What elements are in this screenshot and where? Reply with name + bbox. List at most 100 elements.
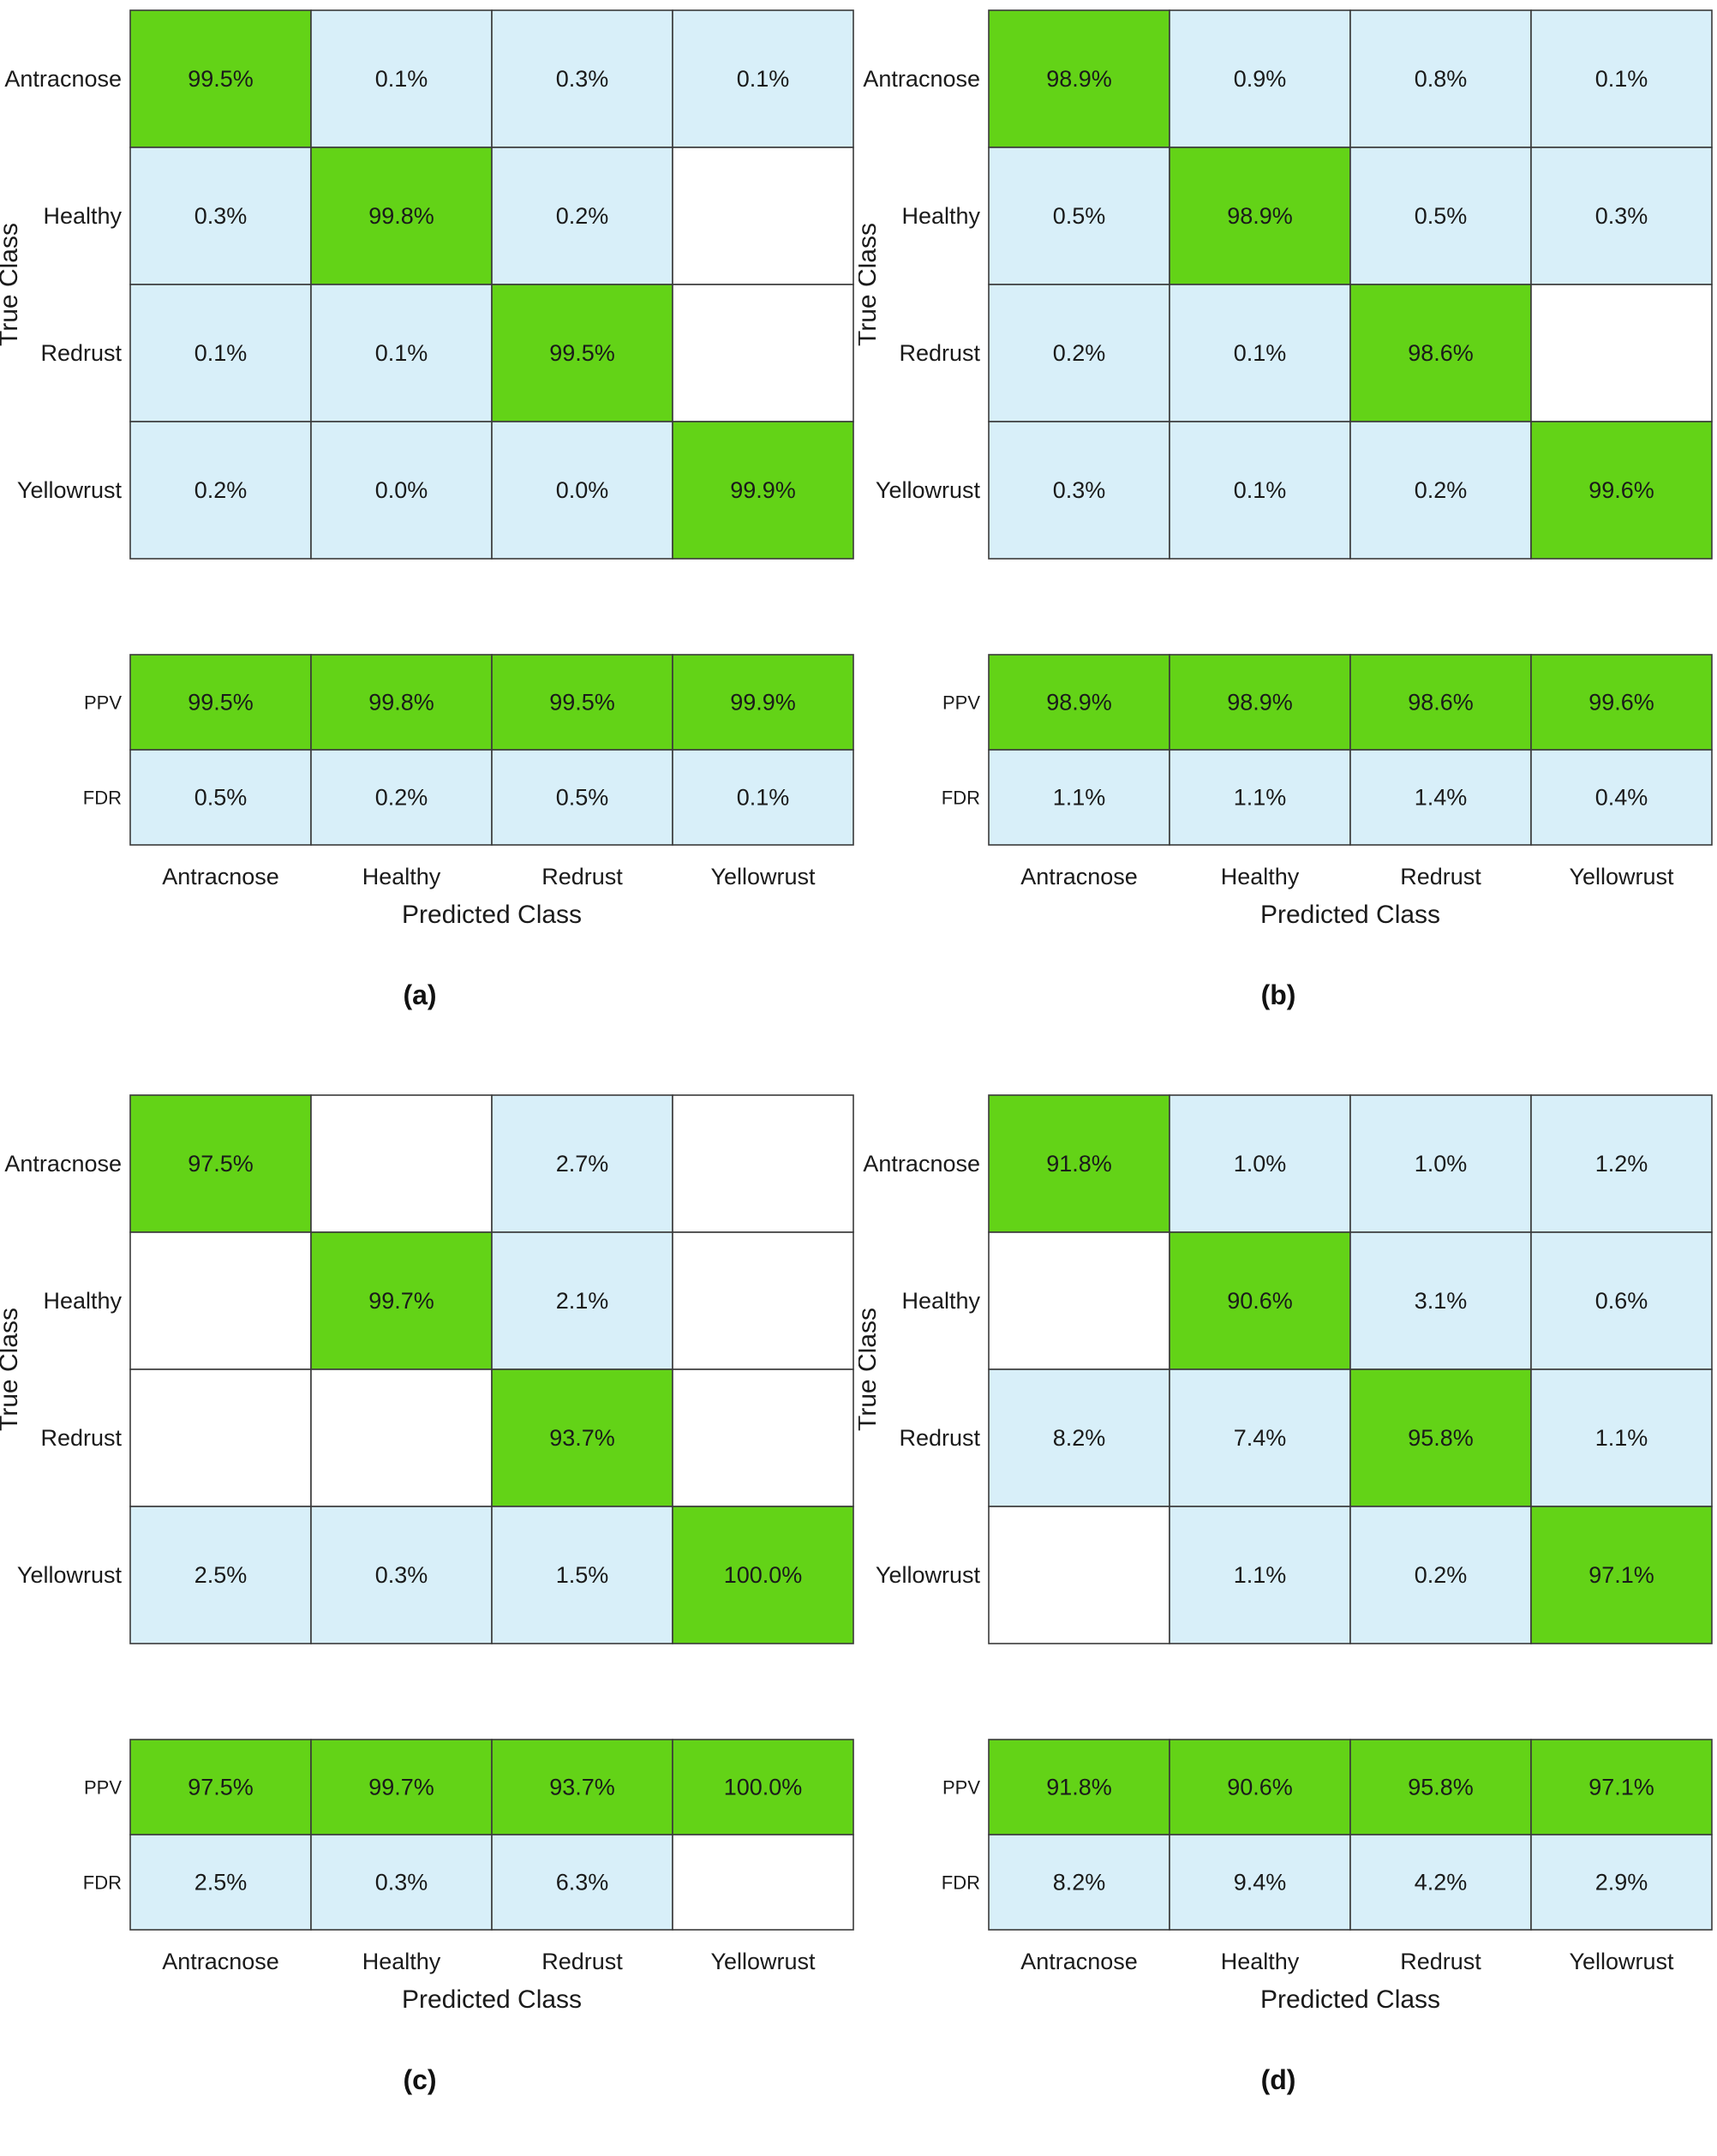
matrix-cell-value: 0.1%	[375, 66, 428, 92]
row-class-label: Healthy	[901, 203, 980, 229]
summary-cell	[672, 749, 854, 846]
matrix-cell-value: 0.5%	[1053, 203, 1106, 229]
summary-cell-value: 99.7%	[368, 1775, 434, 1800]
matrix-cell	[672, 1231, 854, 1370]
matrix-cell-value: 0.3%	[556, 66, 609, 92]
matrix-cell	[988, 1094, 1170, 1233]
matrix-cell	[310, 147, 493, 285]
summary-cell	[1169, 1739, 1351, 1836]
column-class-label: Redrust	[541, 1949, 623, 1974]
matrix-cell-value: 0.3%	[375, 1562, 428, 1588]
matrix-cell	[310, 1368, 493, 1507]
summary-cell	[1169, 654, 1351, 751]
column-class-label: Redrust	[1400, 1949, 1481, 1974]
column-class-label: Redrust	[1400, 864, 1481, 889]
summary-cell-value: 1.4%	[1415, 785, 1468, 811]
matrix-cell	[1349, 9, 1532, 148]
matrix-cell	[988, 147, 1170, 285]
matrix-cell	[1169, 1506, 1351, 1644]
column-class-label: Antracnose	[162, 1949, 279, 1974]
matrix-cell	[988, 421, 1170, 560]
matrix-cell	[672, 9, 854, 148]
row-class-label: Healthy	[43, 1288, 122, 1314]
matrix-cell	[1530, 9, 1713, 148]
summary-cell	[491, 1739, 673, 1836]
summary-cell-value: 0.5%	[556, 785, 609, 811]
confusion-matrix-panel-d: 91.8% 1.0% 1.0% 1.2% Antracnose 90.6% 3.1% 0.6%…	[858, 1085, 1717, 2156]
summary-row-label: PPV	[84, 1777, 122, 1799]
matrix-cell-value: 99.5%	[549, 340, 615, 366]
panel-label: (c)	[403, 2064, 436, 2095]
matrix-cell	[129, 1368, 312, 1507]
matrix-cell	[1349, 1231, 1532, 1370]
y-axis-title: True Class	[858, 223, 882, 346]
summary-cell-value: 4.2%	[1415, 1870, 1468, 1895]
matrix-cell-value: 0.2%	[1053, 340, 1106, 366]
matrix-cell	[1169, 147, 1351, 285]
matrix-cell-value: 98.6%	[1408, 340, 1474, 366]
confusion-matrix-svg: 91.8% 1.0% 1.0% 1.2% Antracnose 90.6% 3.1% 0.6%…	[858, 1094, 1713, 2095]
summary-cell	[1530, 1739, 1713, 1836]
matrix-cell	[988, 9, 1170, 148]
matrix-cell	[672, 1094, 854, 1233]
matrix-cell	[491, 1094, 673, 1233]
matrix-cell-value: 93.7%	[549, 1425, 615, 1451]
summary-cell	[310, 654, 493, 751]
summary-cell-value: 9.4%	[1234, 1870, 1287, 1895]
matrix-cell-value: 0.9%	[1234, 66, 1287, 92]
summary-cell-value: 99.6%	[1588, 690, 1654, 716]
row-class-label: Redrust	[899, 340, 980, 366]
matrix-cell-value: 1.0%	[1234, 1151, 1287, 1177]
y-axis-title: True Class	[0, 1308, 23, 1431]
summary-row-label: FDR	[942, 788, 980, 809]
summary-cell	[672, 654, 854, 751]
matrix-cell	[672, 421, 854, 560]
matrix-cell	[491, 284, 673, 422]
summary-row-label: PPV	[942, 1777, 980, 1799]
matrix-cell	[129, 9, 312, 148]
summary-cell	[988, 654, 1170, 751]
confusion-matrix-svg: 97.5% 2.7% Antracnose 99.7% 2.1% Healthy 93.7%…	[0, 1094, 854, 2095]
row-class-label: Redrust	[40, 1425, 122, 1451]
summary-cell-value: 97.5%	[188, 1775, 254, 1800]
x-axis-title: Predicted Class	[402, 901, 582, 929]
row-class-label: Healthy	[901, 1288, 980, 1314]
matrix-cell	[129, 284, 312, 422]
matrix-cell-value: 0.3%	[194, 203, 248, 229]
summary-cell	[129, 654, 312, 751]
matrix-cell-value: 0.1%	[375, 340, 428, 366]
matrix-cell	[310, 1231, 493, 1370]
summary-cell-value: 99.5%	[188, 690, 254, 716]
matrix-cell-value: 1.1%	[1234, 1562, 1287, 1588]
column-class-label: Yellowrust	[1569, 864, 1674, 889]
summary-cell-value: 90.6%	[1227, 1775, 1293, 1800]
matrix-cell-value: 2.5%	[194, 1562, 248, 1588]
matrix-cell-value: 0.1%	[1234, 340, 1287, 366]
matrix-cell-value: 99.8%	[368, 203, 434, 229]
summary-cell-value: 98.9%	[1046, 690, 1112, 716]
summary-cell-value: 91.8%	[1046, 1775, 1112, 1800]
column-class-label: Yellowrust	[710, 864, 816, 889]
matrix-cell	[1530, 421, 1713, 560]
summary-cell-value: 2.9%	[1595, 1870, 1648, 1895]
matrix-cell	[1349, 1094, 1532, 1233]
summary-cell-value: 99.9%	[730, 690, 796, 716]
row-class-label: Antracnose	[863, 66, 980, 92]
matrix-cell	[310, 9, 493, 148]
panel-label: (d)	[1261, 2064, 1296, 2095]
matrix-cell-value: 98.9%	[1227, 203, 1293, 229]
column-class-label: Antracnose	[162, 864, 279, 889]
matrix-cell	[1349, 1368, 1532, 1507]
summary-cell-value: 0.1%	[737, 785, 790, 811]
matrix-cell	[672, 147, 854, 285]
matrix-cell-value: 0.3%	[1053, 477, 1106, 503]
matrix-cell	[1169, 1368, 1351, 1507]
matrix-cell-value: 1.2%	[1595, 1151, 1648, 1177]
summary-cell	[491, 1834, 673, 1931]
matrix-cell	[988, 1368, 1170, 1507]
row-class-label: Redrust	[899, 1425, 980, 1451]
matrix-cell-value: 1.1%	[1595, 1425, 1648, 1451]
panel-label: (b)	[1261, 979, 1296, 1010]
matrix-cell-value: 3.1%	[1415, 1288, 1468, 1314]
column-class-label: Yellowrust	[1569, 1949, 1674, 1974]
